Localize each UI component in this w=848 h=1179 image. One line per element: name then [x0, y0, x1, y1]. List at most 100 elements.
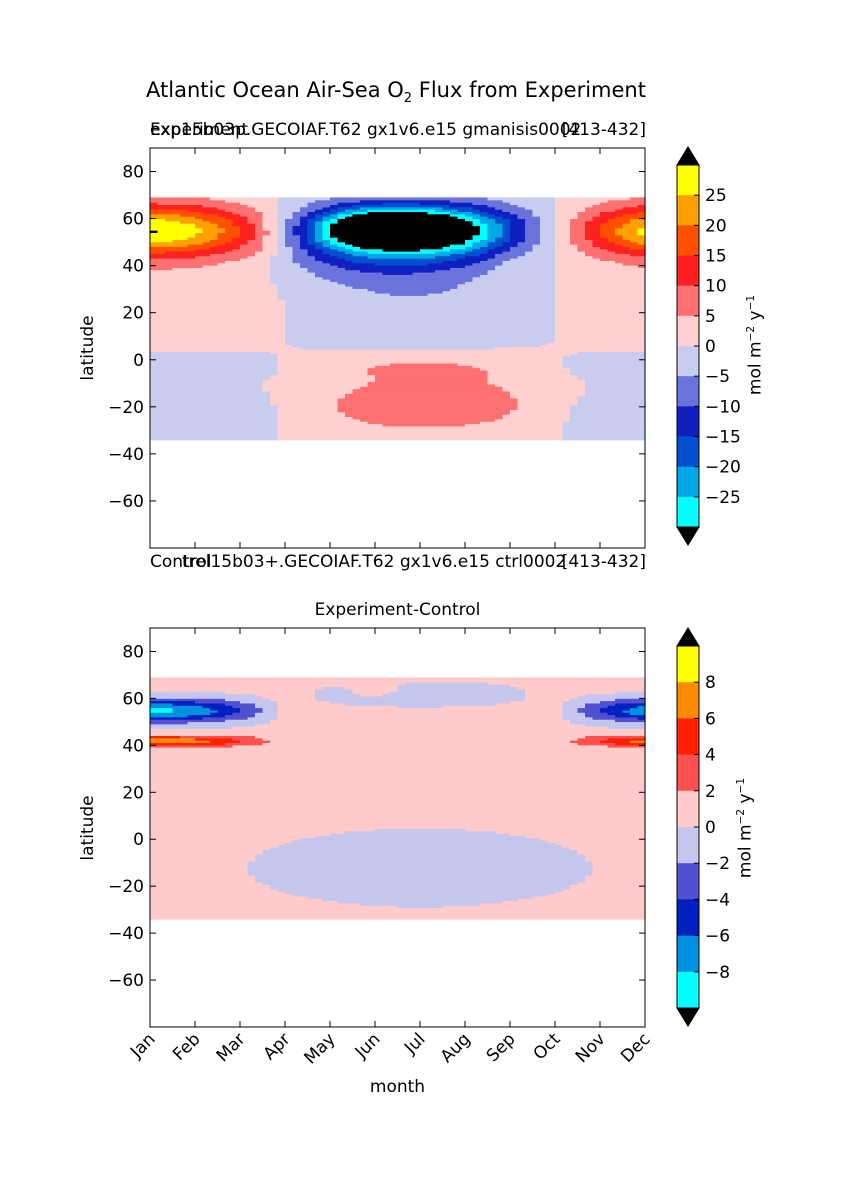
panel1-heatmap-cell — [555, 381, 564, 385]
panel1-heatmap-cell — [202, 320, 211, 324]
panel1-heatmap-cell — [300, 320, 309, 324]
panel1-heatmap-cell — [352, 390, 361, 394]
panel1-heatmap-cell — [187, 383, 196, 387]
panel1-heatmap-cell — [307, 376, 316, 380]
panel1-heatmap-cell — [510, 311, 519, 315]
panel1-heatmap-cell — [322, 320, 331, 324]
panel1-heatmap-cell — [375, 330, 384, 334]
panel1-heatmap-cell — [592, 414, 601, 418]
panel1-heatmap-cell — [615, 414, 624, 418]
panel1-heatmap-cell — [232, 369, 241, 373]
panel1-heatmap-cell — [390, 323, 399, 327]
panel1-heatmap-cell — [150, 402, 159, 406]
panel1-heatmap-cell — [442, 316, 451, 320]
panel1-heatmap-cell — [165, 360, 174, 364]
panel1-heatmap-cell — [390, 428, 399, 432]
panel1-heatmap-cell — [592, 411, 601, 415]
panel1-heatmap-cell — [622, 393, 631, 397]
panel1-heatmap-cell — [232, 435, 241, 439]
panel1-heatmap-cell — [547, 316, 556, 320]
panel1-heatmap-cell — [465, 367, 474, 371]
panel1-heatmap-cell — [360, 437, 369, 441]
panel1-heatmap-cell — [225, 353, 234, 357]
panel1-heatmap-cell — [555, 362, 564, 366]
panel1-heatmap-cell — [270, 358, 279, 362]
panel1-heatmap-cell — [412, 313, 421, 317]
panel1-heatmap-cell — [187, 379, 196, 383]
panel1-heatmap-cell — [615, 346, 624, 350]
panel1-heatmap-cell — [480, 346, 489, 350]
panel1-heatmap-cell — [367, 341, 376, 345]
panel1-heatmap-cell — [630, 411, 639, 415]
panel1-heatmap-cell — [412, 362, 421, 366]
panel1-heatmap-cell — [600, 388, 609, 392]
panel1-heatmap-cell — [600, 369, 609, 373]
panel1-heatmap-cell — [540, 400, 549, 404]
panel1-heatmap-cell — [367, 309, 376, 313]
panel1-heatmap-cell — [450, 311, 459, 315]
panel1-heatmap-cell — [487, 435, 496, 439]
panel1-heatmap-cell — [450, 381, 459, 385]
panel1-heatmap-cell — [367, 395, 376, 399]
panel1-heatmap-cell — [285, 306, 294, 310]
panel1-heatmap-cell — [487, 320, 496, 324]
panel1-heatmap-cell — [352, 393, 361, 397]
panel1-heatmap-cell — [600, 325, 609, 329]
panel1-heatmap-cell — [330, 432, 339, 436]
panel1-heatmap-cell — [622, 353, 631, 357]
panel1-heatmap-cell — [472, 397, 481, 401]
panel1-heatmap-cell — [480, 302, 489, 306]
panel1-heatmap-cell — [202, 379, 211, 383]
panel1-heatmap-cell — [600, 355, 609, 359]
panel1-heatmap-cell — [322, 309, 331, 313]
panel1-heatmap-cell — [562, 388, 571, 392]
panel1-heatmap-cell — [382, 313, 391, 317]
panel1-heatmap-cell — [232, 341, 241, 345]
panel1-heatmap-cell — [607, 402, 616, 406]
panel1-heatmap-cell — [555, 365, 564, 369]
panel1-heatmap-cell — [457, 376, 466, 380]
panel1-heatmap-cell — [397, 306, 406, 310]
panel1-heatmap-cell — [172, 421, 181, 425]
panel1-heatmap-cell — [570, 383, 579, 387]
panel1-heatmap-cell — [150, 362, 159, 366]
panel1-heatmap-cell — [255, 306, 264, 310]
panel1-heatmap-cell — [210, 351, 219, 355]
panel1-heatmap-cell — [307, 369, 316, 373]
panel1-heatmap-cell — [480, 409, 489, 413]
panel1-heatmap-cell — [412, 316, 421, 320]
panel1-heatmap-cell — [217, 372, 226, 376]
panel1-heatmap-cell — [337, 346, 346, 350]
panel1-heatmap-cell — [487, 376, 496, 380]
panel1-heatmap-cell — [562, 330, 571, 334]
panel1-heatmap-cell — [450, 367, 459, 371]
panel1-heatmap-cell — [427, 360, 436, 364]
panel1-heatmap-cell — [607, 332, 616, 336]
panel1-heatmap-cell — [637, 344, 646, 348]
panel1-heatmap-cell — [495, 302, 504, 306]
panel1-heatmap-cell — [592, 432, 601, 436]
panel1-heatmap-cell — [330, 311, 339, 315]
panel1-heatmap-cell — [637, 386, 646, 390]
panel1-heatmap-cell — [607, 421, 616, 425]
panel1-heatmap-cell — [420, 425, 429, 429]
panel1-heatmap-cell — [195, 309, 204, 313]
panel1-heatmap-cell — [262, 421, 271, 425]
panel1-heatmap-cell — [292, 306, 301, 310]
panel1-heatmap-cell — [255, 383, 264, 387]
panel1-heatmap-cell — [187, 416, 196, 420]
panel1-heatmap-cell — [172, 423, 181, 427]
panel1-heatmap-cell — [300, 344, 309, 348]
panel1-heatmap-cell — [285, 330, 294, 334]
panel1-heatmap-cell — [330, 346, 339, 350]
panel1-heatmap-cell — [427, 435, 436, 439]
panel1-heatmap-cell — [382, 376, 391, 380]
panel1-heatmap-cell — [435, 383, 444, 387]
panel1-heatmap-cell — [300, 299, 309, 303]
panel1-heatmap-cell — [465, 309, 474, 313]
panel1-heatmap-cell — [442, 327, 451, 331]
panel1-heatmap-cell — [405, 395, 414, 399]
panel1-heatmap-cell — [337, 383, 346, 387]
panel1-heatmap-cell — [465, 421, 474, 425]
panel1-heatmap-cell — [337, 344, 346, 348]
